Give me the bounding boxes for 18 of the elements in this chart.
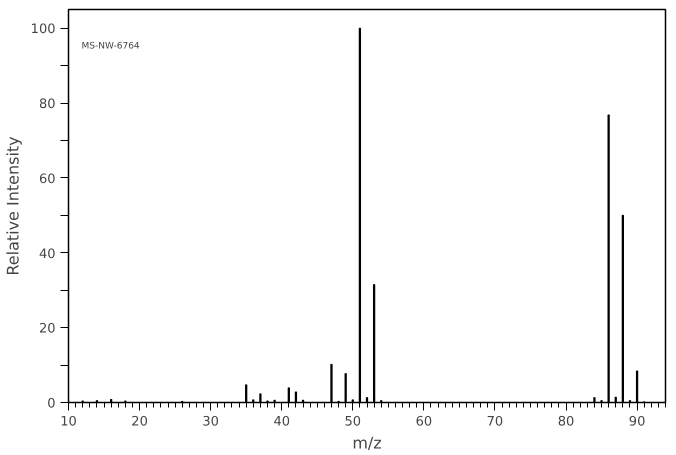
y-tick-label: 0: [47, 396, 56, 412]
annotation: MS-NW-6764: [82, 42, 140, 52]
x-tick-label: 90: [628, 414, 646, 430]
x-tick-label: 70: [486, 414, 504, 430]
x-tick-label: 60: [416, 414, 432, 430]
x-tick-label: 30: [202, 414, 219, 430]
x-tick-label: 10: [60, 414, 77, 430]
x-tick-label: 20: [131, 414, 148, 430]
y-axis-title: Relative Intensity: [4, 136, 23, 276]
y-tick-label: 100: [30, 22, 56, 38]
x-tick-label: 80: [558, 414, 574, 430]
x-tick-label: 40: [273, 414, 290, 430]
y-tick-label: 80: [38, 97, 56, 112]
y-tick-label: 60: [38, 172, 56, 187]
x-axis-title: m/z: [352, 434, 382, 452]
x-tick-label: 50: [344, 414, 362, 430]
y-tick-label: 40: [38, 246, 56, 262]
y-tick-label: 20: [38, 322, 56, 337]
